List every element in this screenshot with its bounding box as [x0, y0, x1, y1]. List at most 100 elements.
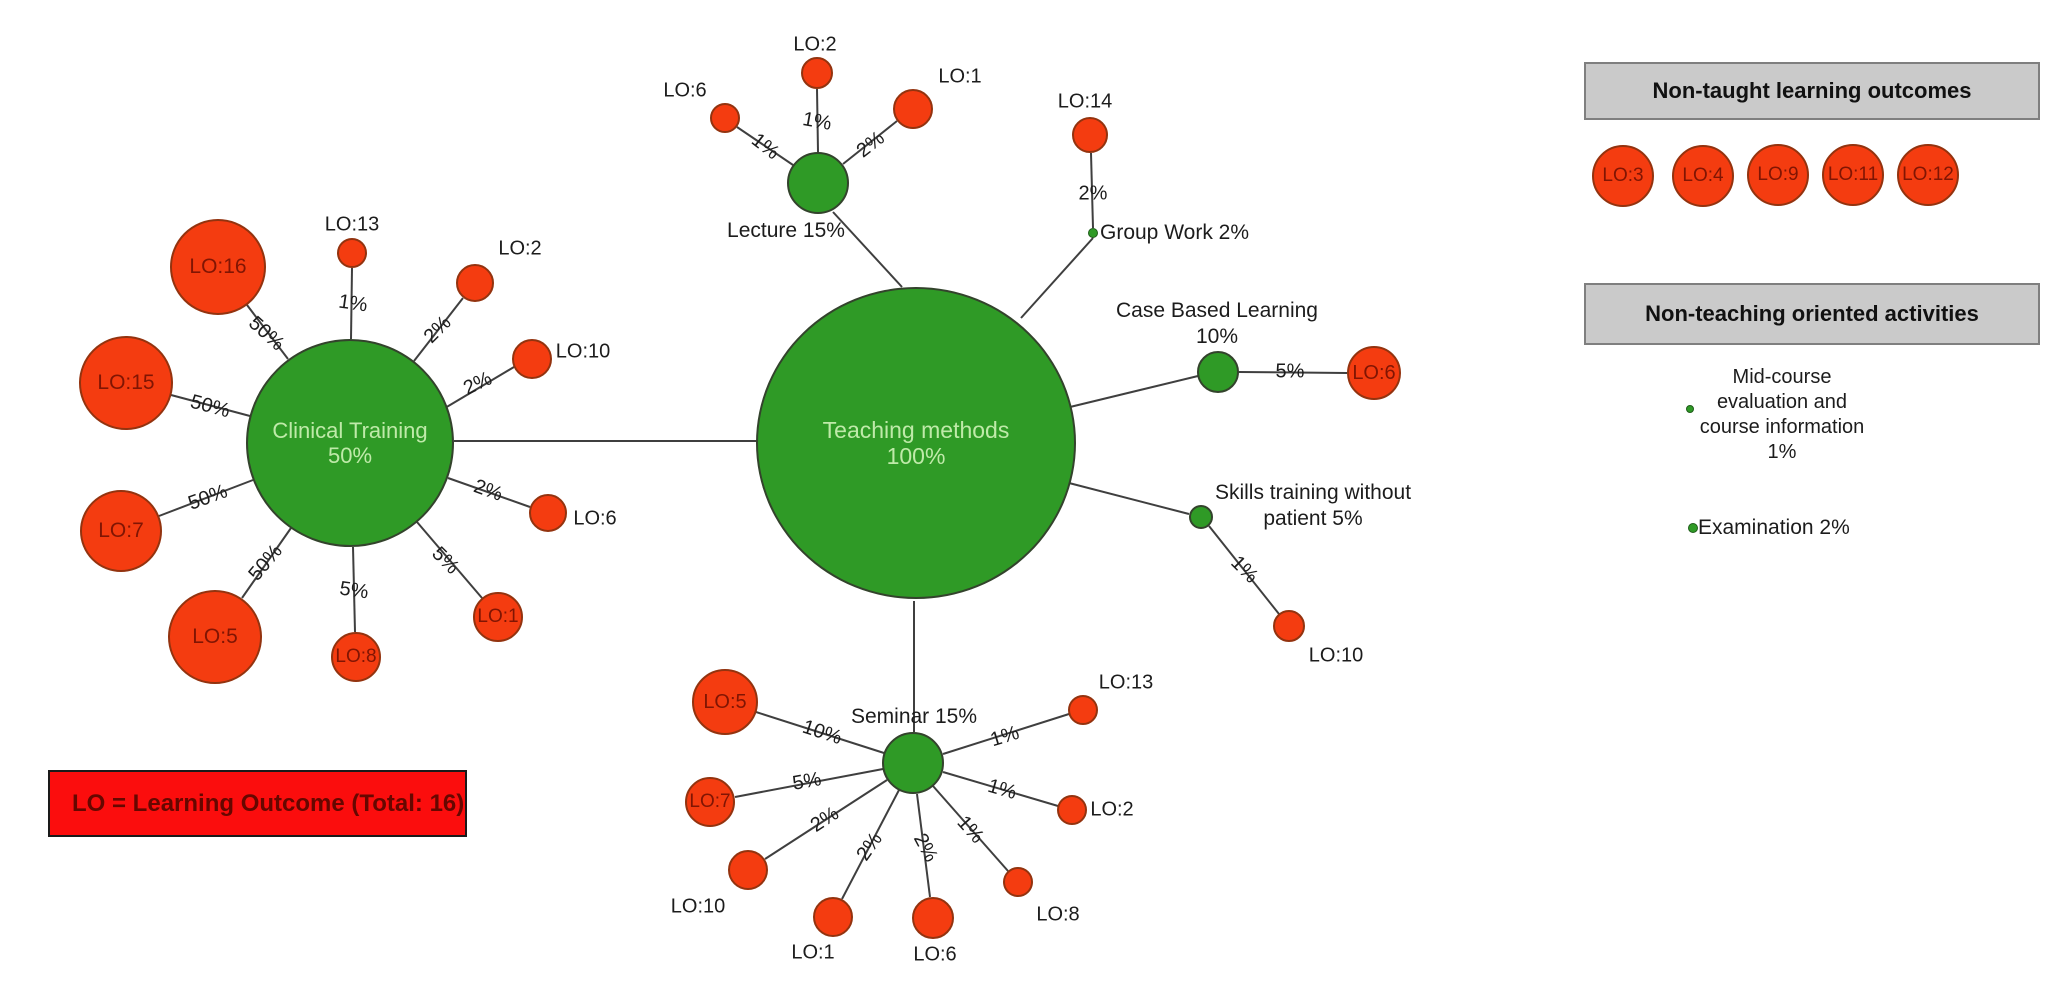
node-clinical-lo5-text: LO:5 [192, 624, 238, 648]
lecture-title: Lecture 15% [727, 218, 845, 242]
node-clinical-lo15: LO:15 [79, 336, 173, 430]
groupwork-lo14-pct: 2% [1078, 182, 1108, 205]
node-seminar-lo5-text: LO:5 [703, 690, 747, 713]
node-clinical-training: Clinical Training 50% [246, 339, 454, 547]
cbl-lo6-pct: 5% [1275, 360, 1305, 383]
node-panel-lo9-text: LO:9 [1757, 164, 1799, 186]
edge-line [736, 126, 794, 166]
node-midcourse-dot [1686, 405, 1694, 413]
edge-line [1069, 375, 1199, 408]
edge-line [350, 267, 353, 340]
node-lecture-lo1 [893, 89, 933, 129]
lecture-lo6-label: LO:6 [663, 79, 707, 102]
seminar-lo13-label: LO:13 [1098, 671, 1154, 694]
node-cbl-lo6-text: LO:6 [1352, 361, 1396, 384]
node-skills-lo10 [1273, 610, 1305, 642]
node-panel-lo11: LO:11 [1822, 144, 1884, 206]
node-groupwork-lo14 [1072, 117, 1108, 153]
node-seminar-lo8 [1003, 867, 1033, 897]
node-clinical-lo10 [512, 339, 552, 379]
node-panel-lo9: LO:9 [1747, 144, 1809, 206]
node-cbl-lo6: LO:6 [1347, 346, 1401, 400]
edge-line [1238, 371, 1348, 374]
edge-line [764, 779, 888, 860]
node-panel-lo12-text: LO:12 [1902, 164, 1954, 186]
edge-line [246, 304, 289, 360]
seminar-lo8-label: LO:8 [1036, 903, 1080, 926]
node-teaching-methods-text: 100% [886, 443, 946, 469]
clinical-lo13-label: LO:13 [324, 213, 380, 236]
panel-header-non-teaching: Non-teaching oriented activities [1584, 283, 2040, 345]
node-clinical-lo16: LO:16 [170, 219, 266, 315]
node-clinical-lo8: LO:8 [331, 632, 381, 682]
seminar-lo2-label: LO:2 [1090, 798, 1134, 821]
seminar-lo7-pct: 5% [790, 768, 824, 795]
node-clinical-lo1: LO:1 [473, 592, 523, 642]
lecture-lo2-label: LO:2 [793, 33, 837, 56]
node-examination-dot [1688, 523, 1698, 533]
node-seminar-lo10 [728, 850, 768, 890]
edge-line [755, 711, 885, 754]
node-seminar-lo7-text: LO:7 [689, 791, 731, 813]
edge-line [942, 771, 1059, 807]
edge-line [170, 394, 251, 417]
edge-line [447, 477, 531, 508]
node-clinical-lo15-text: LO:15 [97, 370, 155, 394]
skills-title: Skills training without patient 5% [1214, 480, 1412, 530]
legend-text: LO = Learning Outcome (Total: 16) [72, 789, 465, 817]
node-seminar-lo1 [813, 897, 853, 937]
node-lecture [787, 152, 849, 214]
node-skills-training [1189, 505, 1213, 529]
node-clinical-lo2 [456, 264, 494, 302]
seminar-title: Seminar 15% [850, 704, 978, 728]
panel-header-non-teaching-text: Non-teaching oriented activities [1645, 301, 1979, 326]
edge-line [841, 789, 900, 900]
node-seminar-lo5: LO:5 [692, 669, 758, 735]
node-lecture-lo6 [710, 103, 740, 133]
edge-line [352, 546, 356, 633]
node-seminar [882, 732, 944, 794]
cbl-title: Case Based Learning 10% [1116, 298, 1318, 348]
seminar-lo6-label: LO:6 [913, 943, 957, 966]
node-panel-lo12: LO:12 [1897, 144, 1959, 206]
lecture-lo2-pct: 1% [800, 108, 834, 135]
node-panel-lo4-text: LO:4 [1682, 165, 1724, 187]
edge-line [158, 479, 254, 517]
node-clinical-lo16-text: LO:16 [189, 254, 247, 278]
node-seminar-lo2 [1057, 795, 1087, 825]
clinical-lo2-label: LO:2 [498, 237, 542, 260]
lecture-lo1-label: LO:1 [938, 65, 982, 88]
edge-line [842, 120, 898, 165]
node-clinical-lo13 [337, 238, 367, 268]
edge-line [832, 211, 903, 288]
edge-line [816, 88, 819, 153]
panel-header-non-taught: Non-taught learning outcomes [1584, 62, 2040, 120]
node-panel-lo11-text: LO:11 [1827, 164, 1879, 186]
groupwork-lo14-label: LO:14 [1057, 90, 1113, 113]
clinical-lo8-pct: 5% [338, 577, 370, 604]
clinical-lo6-label: LO:6 [573, 507, 617, 530]
node-panel-lo3: LO:3 [1592, 145, 1654, 207]
node-case-based-learning [1197, 351, 1239, 393]
edge-line [1020, 237, 1094, 319]
edge-line [413, 297, 464, 362]
node-panel-lo3-text: LO:3 [1602, 165, 1644, 187]
node-clinical-lo1-text: LO:1 [477, 606, 519, 628]
edge-line [1208, 525, 1280, 615]
panel-header-non-taught-text: Non-taught learning outcomes [1652, 78, 1972, 103]
clinical-lo10-label: LO:10 [555, 340, 611, 363]
examination-label: Examination 2% [1698, 515, 1850, 539]
edge-line [932, 785, 1009, 872]
node-teaching-methods: Teaching methods 100% [756, 287, 1076, 599]
node-panel-lo4: LO:4 [1672, 145, 1734, 207]
node-clinical-training-text: Clinical Training 50% [272, 417, 428, 468]
edge-line [916, 793, 931, 898]
node-lecture-lo2 [801, 57, 833, 89]
edge-line [1068, 482, 1190, 515]
node-seminar-lo6 [912, 897, 954, 939]
groupwork-title: Group Work 2% [1100, 220, 1249, 244]
edge-line [444, 366, 515, 409]
midcourse-label: Mid-course evaluation and course informati… [1699, 366, 1865, 463]
node-clinical-lo8-text: LO:8 [335, 646, 377, 668]
